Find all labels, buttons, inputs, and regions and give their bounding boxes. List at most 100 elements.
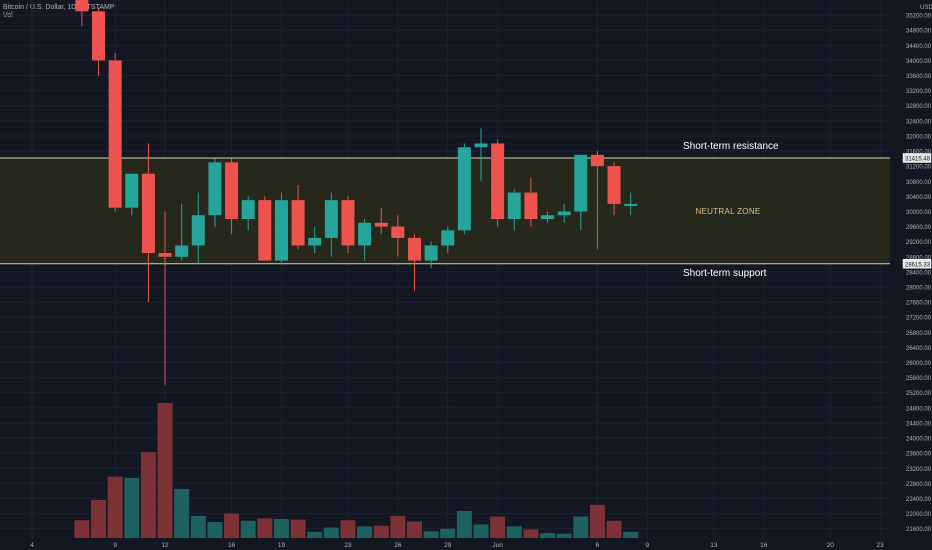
volume-bar — [490, 516, 506, 538]
candle-body — [324, 200, 338, 238]
price-tick-label: 27200.00 — [906, 316, 932, 322]
time-axis: 4 9 12 16 19 23 26 29 Jun 6 9 13 16 20 23 — [30, 542, 884, 549]
volume-bar — [373, 525, 389, 538]
candle-body — [308, 237, 322, 246]
price-tick-label: 34000.00 — [906, 59, 932, 65]
price-tick-label: 26800.00 — [906, 331, 932, 337]
volume-bar — [556, 533, 572, 538]
volume-bar — [207, 522, 223, 538]
time-tick-label: 23 — [877, 542, 885, 549]
price-tick-label: 30000.00 — [906, 210, 932, 216]
price-tick-label: 24400.00 — [906, 421, 932, 427]
candle-body — [407, 237, 421, 261]
volume-bar — [307, 531, 323, 538]
time-tick-label: 23 — [344, 542, 352, 549]
price-tick-label: 22000.00 — [906, 512, 932, 518]
neutral-zone-label: NEUTRAL ZONE — [695, 207, 760, 216]
price-tick-label: 23200.00 — [906, 467, 932, 473]
price-tick-label: 34800.00 — [906, 29, 932, 35]
price-tag-box — [902, 259, 932, 269]
candle-body — [441, 230, 455, 246]
price-tick-label: 30400.00 — [906, 195, 932, 201]
time-tick-label: 4 — [30, 542, 34, 549]
volume-bar — [606, 520, 622, 538]
price-tick-label: 22800.00 — [906, 482, 932, 488]
annotation-label: Short-term support — [683, 268, 767, 279]
price-tick-label: 24800.00 — [906, 406, 932, 412]
price-tick-label: 33600.00 — [906, 74, 932, 80]
volume-bar — [390, 515, 406, 538]
candle-body — [391, 226, 405, 238]
candle-body — [141, 173, 155, 254]
volume-bar — [506, 526, 522, 538]
price-tick-label: 34400.00 — [906, 44, 932, 50]
volume-bar — [157, 403, 173, 538]
volume-bar — [589, 504, 605, 538]
price-tick-label: 32000.00 — [906, 134, 932, 140]
candle-body — [208, 162, 222, 216]
time-tick-label: 26 — [394, 542, 402, 549]
candle-body — [424, 245, 438, 261]
candle-body — [225, 162, 239, 220]
time-tick-label: 19 — [278, 542, 286, 549]
volume-bar — [74, 520, 90, 538]
candle-body — [92, 11, 106, 61]
volume-bar — [140, 452, 156, 538]
time-tick-label: 6 — [596, 542, 600, 549]
volume-bar — [406, 521, 422, 538]
volume-bar — [240, 520, 256, 538]
volume-bar — [456, 511, 472, 538]
volume-bar — [190, 515, 206, 538]
price-tick-label: 29200.00 — [906, 240, 932, 246]
price-tick-label: 33200.00 — [906, 89, 932, 95]
price-tick-label: 32400.00 — [906, 119, 932, 125]
volume-bar — [357, 526, 373, 538]
candle-body — [175, 245, 189, 257]
candle-body — [524, 192, 538, 220]
volume-bar — [623, 531, 639, 538]
candle-body — [108, 60, 122, 208]
price-tick-label: 28400.00 — [906, 270, 932, 276]
candle-body — [607, 166, 621, 204]
volume-bar — [124, 477, 140, 538]
candle-body — [75, 0, 89, 12]
price-tick-label: 26000.00 — [906, 361, 932, 367]
time-tick-label: 16 — [760, 542, 768, 549]
candle-body — [341, 200, 355, 246]
time-tick-label: 9 — [645, 542, 649, 549]
candle-body — [291, 200, 305, 246]
time-tick-label: 16 — [228, 542, 236, 549]
volume-bar — [473, 524, 489, 538]
price-tick-label: 28800.00 — [906, 255, 932, 261]
candle-body — [491, 143, 505, 220]
candle-body — [590, 154, 604, 167]
currency-label: USD — [920, 5, 932, 11]
candle-body — [374, 222, 388, 227]
volume-bar — [340, 520, 356, 538]
price-tick-label: 31200.00 — [906, 165, 932, 171]
candle-body — [158, 253, 172, 257]
candle-body — [507, 192, 521, 220]
candle-body — [274, 200, 288, 261]
price-tick-label: 31600.00 — [906, 150, 932, 156]
time-tick-label: 12 — [161, 542, 169, 549]
volume-bar — [91, 499, 107, 538]
volume-bar — [257, 518, 273, 538]
candle-body — [574, 154, 588, 212]
time-tick-label: Jun — [492, 542, 503, 549]
candle-body — [474, 143, 488, 148]
price-tick-label: 28000.00 — [906, 285, 932, 291]
candle-body — [125, 173, 139, 208]
volume-bar — [107, 476, 123, 538]
chart-title: Bitcoin / U.S. Dollar, 1D, BITSTAMP — [3, 4, 115, 11]
volume-bar — [174, 488, 190, 538]
price-tick-label: 24000.00 — [906, 437, 932, 443]
volume-bar — [423, 531, 439, 538]
time-tick-label: 13 — [710, 542, 718, 549]
candle-body — [557, 211, 571, 216]
time-tick-label: 29 — [444, 542, 452, 549]
volume-bar — [523, 529, 539, 538]
candle-body — [241, 200, 255, 220]
price-tick-label: 27600.00 — [906, 301, 932, 307]
